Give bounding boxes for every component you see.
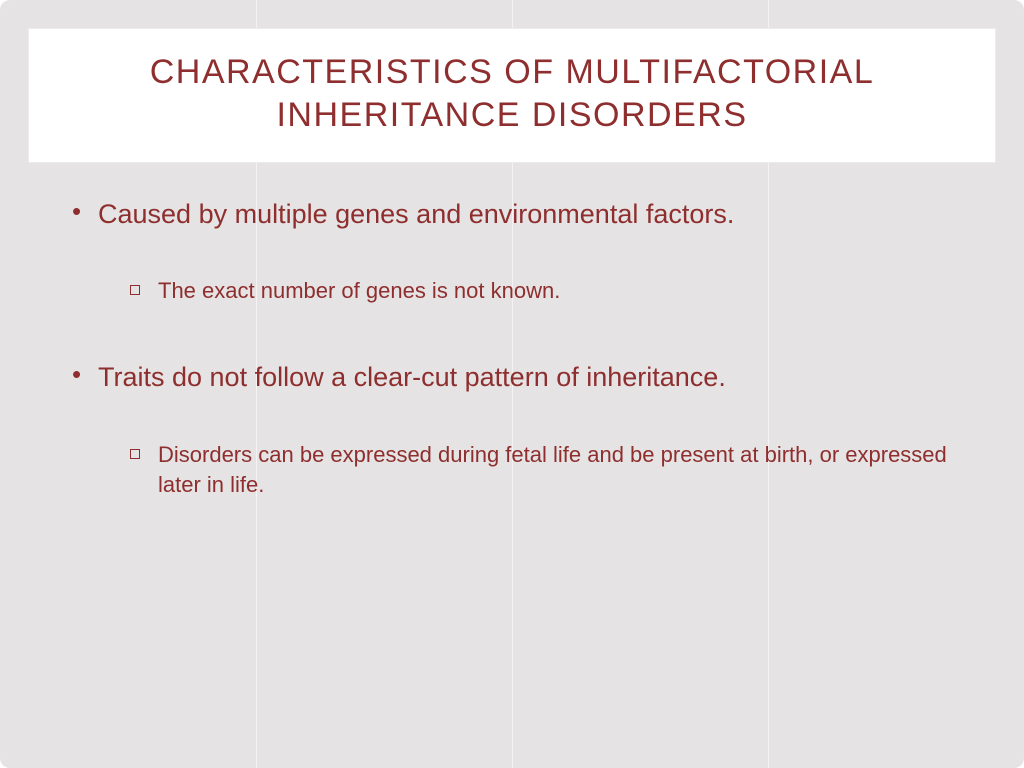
bullet-text: Disorders can be expressed during fetal … [158,442,947,498]
title-box: CHARACTERISTICS OF MULTIFACTORIAL INHERI… [28,28,996,163]
square-bullet-icon [130,285,140,295]
disc-bullet-icon: • [72,198,81,224]
disc-bullet-icon: • [72,361,81,387]
bullet-level1: • Traits do not follow a clear-cut patte… [70,359,964,395]
bullet-level2: Disorders can be expressed during fetal … [130,440,964,502]
bullet-text: Caused by multiple genes and environment… [98,199,734,229]
slide-content: • Caused by multiple genes and environme… [70,196,964,553]
slide: CHARACTERISTICS OF MULTIFACTORIAL INHERI… [0,0,1024,768]
bullet-text: Traits do not follow a clear-cut pattern… [98,362,726,392]
bullet-level1: • Caused by multiple genes and environme… [70,196,964,232]
bullet-text: The exact number of genes is not known. [158,278,560,303]
slide-title: CHARACTERISTICS OF MULTIFACTORIAL INHERI… [69,51,955,136]
bullet-level2: The exact number of genes is not known. [130,276,964,307]
square-bullet-icon [130,449,140,459]
